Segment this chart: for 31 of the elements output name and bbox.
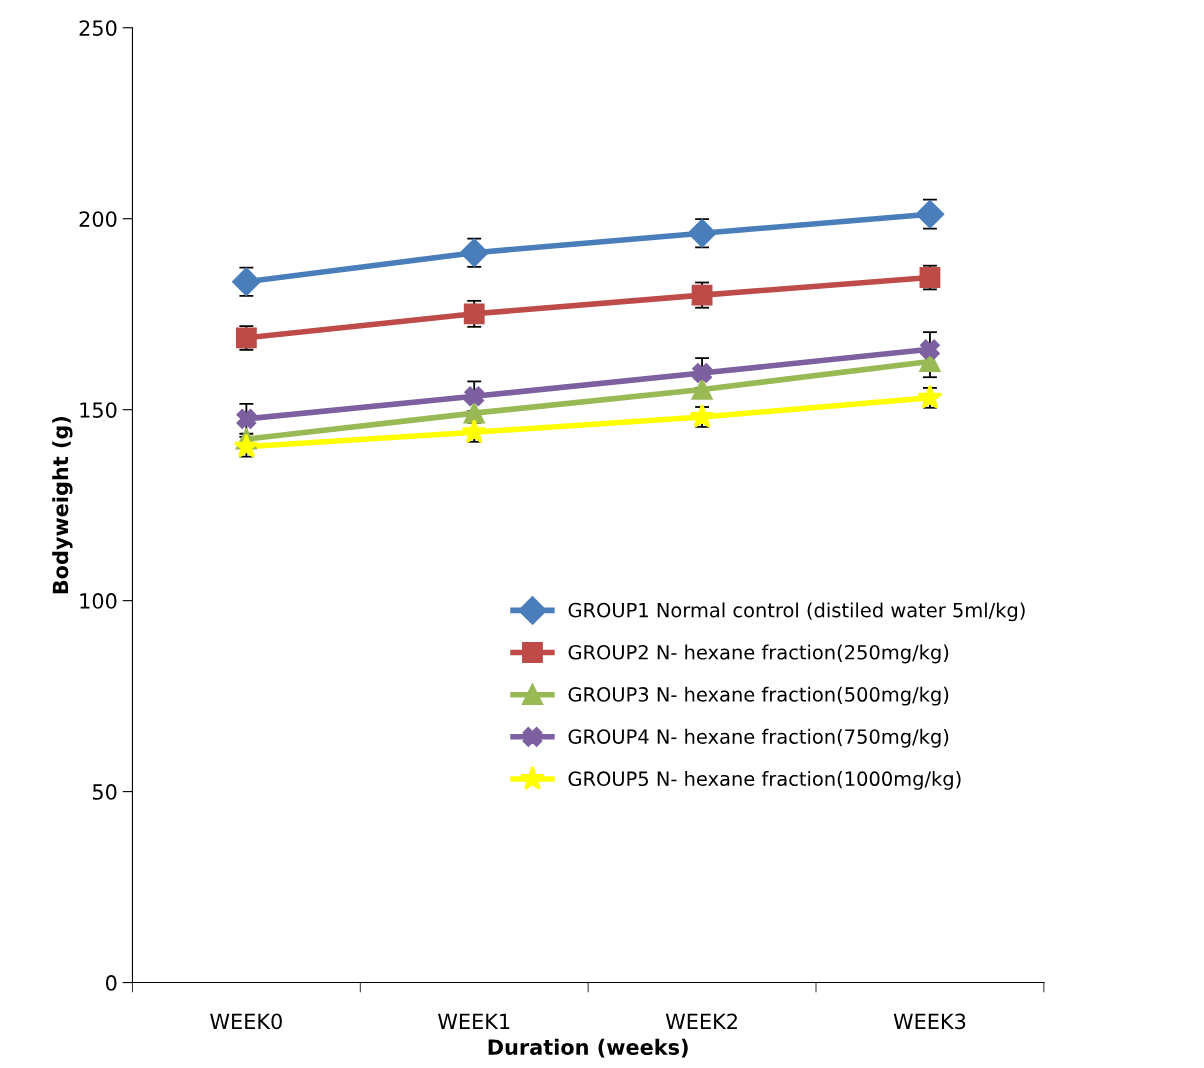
y-tick-label: 50 [92,784,117,800]
point [464,386,484,407]
point [232,267,261,296]
y-tick-label: 100 [80,593,117,609]
legend-label: GROUP5 N- hexane fraction(1000mg/kg) [568,771,961,790]
legend-label: GROUP3 N- hexane fraction(500mg/kg) [568,686,949,706]
point [917,384,943,409]
point [236,409,257,429]
y-tick-label: 150 [80,402,117,418]
x-tick-label: WEEK3 [893,1013,966,1030]
y-tick-label: 200 [79,211,117,227]
point [691,379,713,400]
x-tick-label: WEEK0 [210,1013,282,1030]
point [920,339,940,360]
y-tick-label: 0 [105,975,117,991]
legend-label: GROUP1 Normal control (distiled water 5ml/kg) [568,602,1025,622]
point [461,419,487,444]
point [463,402,485,424]
point [692,363,712,383]
legend-label: GROUP2 N- hexane fraction(250mg/kg) [568,644,949,664]
x-tick-label: WEEK2 [665,1013,737,1029]
point [687,219,717,248]
point [915,199,945,229]
x-axis-title: Duration (weeks) [488,1038,688,1058]
y-tick-label: 250 [79,20,117,36]
point [460,238,489,267]
point [689,403,715,428]
x-tick-label: WEEK1 [438,1013,510,1029]
y-axis-title: Bodyweight (g) [52,416,73,594]
point [463,303,485,325]
legend-label: GROUP4 N- hexane fraction(750mg/kg) [568,728,949,748]
